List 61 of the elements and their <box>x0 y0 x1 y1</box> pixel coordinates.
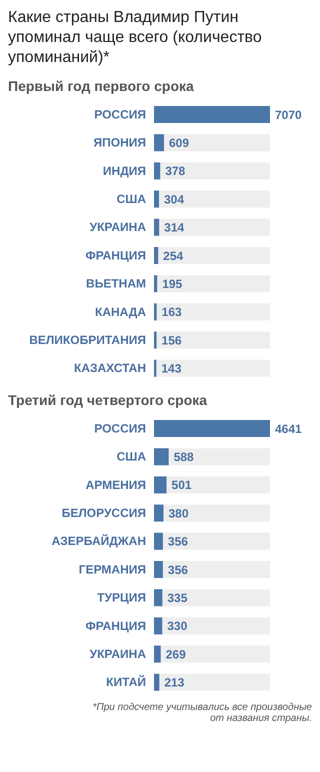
y-tick-label: КАЗАХСТАН <box>74 361 146 376</box>
data-label: 609 <box>168 136 190 150</box>
chart-subtitle: Первый год первого срока <box>8 78 195 94</box>
y-tick-label: США <box>116 450 146 464</box>
y-tick-label: ИНДИЯ <box>102 164 146 178</box>
bar <box>154 303 157 320</box>
y-tick-label: РОССИЯ <box>94 421 146 436</box>
data-label: 314 <box>164 220 184 235</box>
bar <box>154 247 158 264</box>
data-label: 378 <box>165 164 186 178</box>
data-label: 380 <box>168 506 189 520</box>
bar <box>154 589 162 606</box>
bar <box>154 504 164 522</box>
y-tick-label: КИТАЙ <box>106 675 146 690</box>
chart-title: Какие страны Владимир Путин упоминал чаще всего (количество упоминаний)* <box>8 8 263 68</box>
bar <box>154 617 162 634</box>
data-label: 269 <box>166 647 186 662</box>
y-tick-label: АРМЕНИЯ <box>86 478 146 492</box>
y-tick-label: ТУРЦИЯ <box>97 590 146 605</box>
bar <box>154 218 160 236</box>
y-tick-label: РОССИЯ <box>94 107 146 122</box>
bar <box>154 190 159 208</box>
bar <box>154 134 164 152</box>
data-label: 356 <box>168 562 188 577</box>
chart-subtitle: Третий год четвертого срока <box>8 392 208 408</box>
bar <box>154 162 160 180</box>
data-label: 156 <box>162 333 182 348</box>
data-label: 304 <box>164 192 184 206</box>
y-tick-label: УКРАИНА <box>90 220 146 234</box>
y-tick-label: ФРАНЦИЯ <box>85 618 146 633</box>
data-label: 254 <box>163 248 184 263</box>
y-tick-label: ГЕРМАНИЯ <box>78 562 146 576</box>
data-label: 4641 <box>275 422 302 436</box>
data-label: 163 <box>162 305 182 320</box>
data-label: 335 <box>167 590 188 605</box>
bar <box>154 561 163 578</box>
y-tick-label: ЯПОНИЯ <box>94 136 146 150</box>
data-label: 7070 <box>275 108 302 122</box>
y-tick-label: США <box>116 192 146 206</box>
y-tick-label: УКРАИНА <box>90 646 146 661</box>
y-tick-label: АЗЕРБАЙДЖАН <box>52 534 146 548</box>
bar <box>154 332 157 349</box>
data-label: 330 <box>167 619 188 634</box>
y-tick-label: ВЬЕТНАМ <box>86 276 146 291</box>
bar <box>154 476 167 494</box>
bar <box>154 532 163 550</box>
y-tick-label: КАНАДА <box>95 304 146 319</box>
data-label: 501 <box>172 478 192 492</box>
text: *При подсчете учитывались все производные от названия страны. <box>92 702 312 724</box>
data-label: 356 <box>168 534 188 549</box>
bar <box>154 448 169 466</box>
bar <box>154 646 161 663</box>
bar <box>154 674 160 691</box>
data-label: 213 <box>164 676 185 690</box>
y-tick-label: ВЕЛИКОБРИТАНИЯ <box>29 332 146 347</box>
y-tick-label: БЕЛОРУССИЯ <box>62 506 146 520</box>
y-tick-label: ФРАНЦИЯ <box>85 248 146 262</box>
data-label: 195 <box>162 276 183 291</box>
data-label: 588 <box>174 450 194 464</box>
bar <box>154 275 158 292</box>
data-label: 143 <box>161 362 182 376</box>
